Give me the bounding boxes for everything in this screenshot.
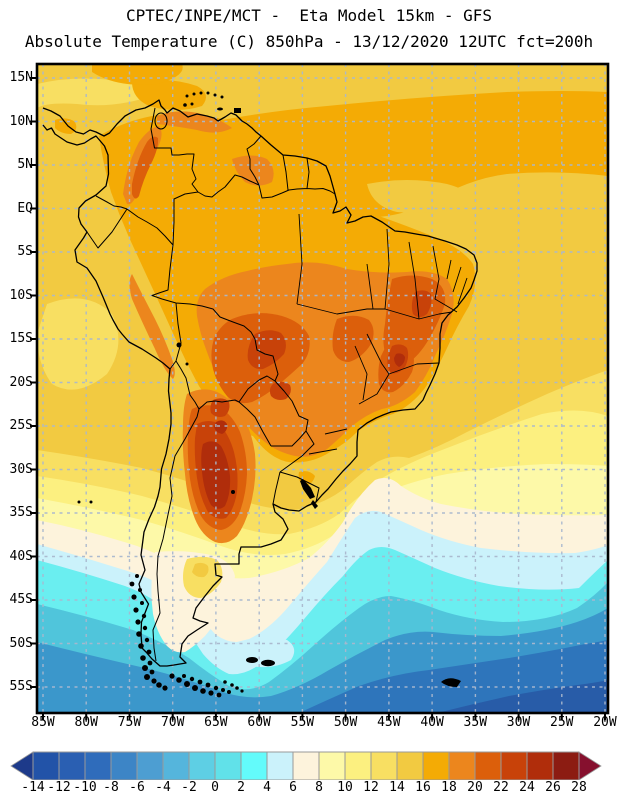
lon-label: 65W — [204, 715, 228, 730]
colorbar-cell — [32, 751, 60, 780]
colorbar-cell — [188, 751, 216, 780]
lon-label: 55W — [290, 715, 315, 730]
lat-label: 15N — [9, 70, 33, 85]
colorbar-tick-label: 0 — [211, 780, 219, 795]
lat-label: 10N — [9, 113, 33, 129]
colorbar-cell — [292, 751, 320, 780]
lat-label: 10S — [9, 287, 33, 303]
lat-label: 15S — [9, 331, 33, 346]
colorbar-tick-label: 22 — [493, 780, 509, 795]
colorbar-tick-label: 8 — [315, 780, 323, 795]
colorbar-cell — [266, 751, 294, 780]
lon-label: 40W — [420, 715, 444, 730]
lat-label: 20S — [9, 374, 33, 390]
page-title: CPTEC/INPE/MCT - Eta Model 15km - GFS — [125, 6, 493, 25]
lon-label: 75W — [117, 715, 142, 730]
colorbar-tick-label: -2 — [181, 780, 197, 795]
colorbar-cell — [240, 751, 268, 780]
colorbar-cell — [448, 751, 476, 780]
colorbar-cell — [318, 751, 346, 780]
lon-label: 60W — [247, 715, 271, 730]
lat-label: 35S — [9, 505, 33, 520]
map-frame — [35, 62, 610, 715]
colorbar-tick-label: 14 — [389, 780, 405, 795]
colorbar-tick-label: 24 — [519, 780, 535, 795]
coastline — [42, 99, 478, 667]
lat-label: 30S — [9, 461, 33, 477]
latitude-ticks — [30, 77, 37, 688]
colorbar-cell — [344, 751, 372, 780]
colorbar-cell — [552, 751, 580, 780]
colorbar-tick-label: 10 — [337, 780, 353, 795]
island-speckles — [77, 91, 461, 698]
colorbar-cell — [58, 751, 86, 780]
page-subtitle: Absolute Temperature (C) 850hPa - 13/12/… — [24, 32, 594, 51]
lake-maracaibo — [154, 112, 168, 130]
lon-label: 45W — [377, 715, 401, 730]
lon-label: 25W — [550, 715, 574, 730]
colorbar-tick-label: 6 — [289, 780, 297, 795]
colorbar-tick-label: -10 — [73, 780, 97, 795]
colorbar-cell — [214, 751, 242, 780]
colorbar-cell — [396, 751, 424, 780]
temperature-field — [37, 64, 608, 713]
longitude-ticks — [42, 713, 606, 720]
colorbar-cell — [422, 751, 450, 780]
colorbar-cell — [500, 751, 528, 780]
country-borders — [86, 107, 336, 662]
lon-label: 85W — [31, 715, 55, 730]
temperature-map — [30, 62, 610, 720]
colorbar-cell — [526, 751, 554, 780]
lat-label: 40S — [9, 548, 33, 564]
map-panel — [30, 57, 618, 721]
colorbar-tick-label: 18 — [441, 780, 457, 795]
lat-label: 50S — [9, 635, 33, 651]
colorbar-cell — [474, 751, 502, 780]
lon-label: 30W — [506, 715, 531, 730]
lat-label: 5S — [17, 244, 33, 259]
colorbar-right-arrow — [578, 751, 602, 780]
lat-label: 5N — [17, 157, 33, 172]
lon-label: 35W — [463, 715, 488, 730]
colorbar-tick-label: -6 — [129, 780, 145, 795]
colorbar-tick-label: 28 — [571, 780, 587, 795]
colorbar-cell — [136, 751, 164, 780]
lat-label: 45S — [9, 592, 33, 607]
colorbar-tick-label: -14 — [21, 780, 45, 795]
colorbar-tick-label: 16 — [415, 780, 431, 795]
colorbar-cell — [370, 751, 398, 780]
lon-label: 50W — [333, 715, 358, 730]
lat-label: EQ — [17, 200, 33, 216]
colorbar-tick-label: -8 — [103, 780, 119, 795]
colorbar-cell — [84, 751, 112, 780]
colorbar-cell — [162, 751, 190, 780]
lat-label: 55S — [9, 679, 33, 694]
colorbar-cells — [32, 751, 580, 780]
colorbar — [10, 751, 602, 780]
colorbar-tick-label: 2 — [237, 780, 245, 795]
lat-label: 25S — [9, 418, 33, 433]
colorbar-left-arrow — [10, 751, 34, 780]
lon-label: 70W — [160, 715, 185, 730]
lon-label: 20W — [593, 715, 617, 730]
lon-label: 80W — [74, 715, 98, 730]
colorbar-tick-label: 12 — [363, 780, 379, 795]
colorbar-tick-label: 26 — [545, 780, 561, 795]
colorbar-tick-label: 4 — [263, 780, 271, 795]
state-borders — [296, 213, 468, 455]
graticule-gridlines — [37, 64, 608, 713]
colorbar-tick-label: -12 — [47, 780, 71, 795]
colorbar-tick-label: 20 — [467, 780, 483, 795]
colorbar-cell — [110, 751, 138, 780]
colorbar-tick-label: -4 — [155, 780, 171, 795]
